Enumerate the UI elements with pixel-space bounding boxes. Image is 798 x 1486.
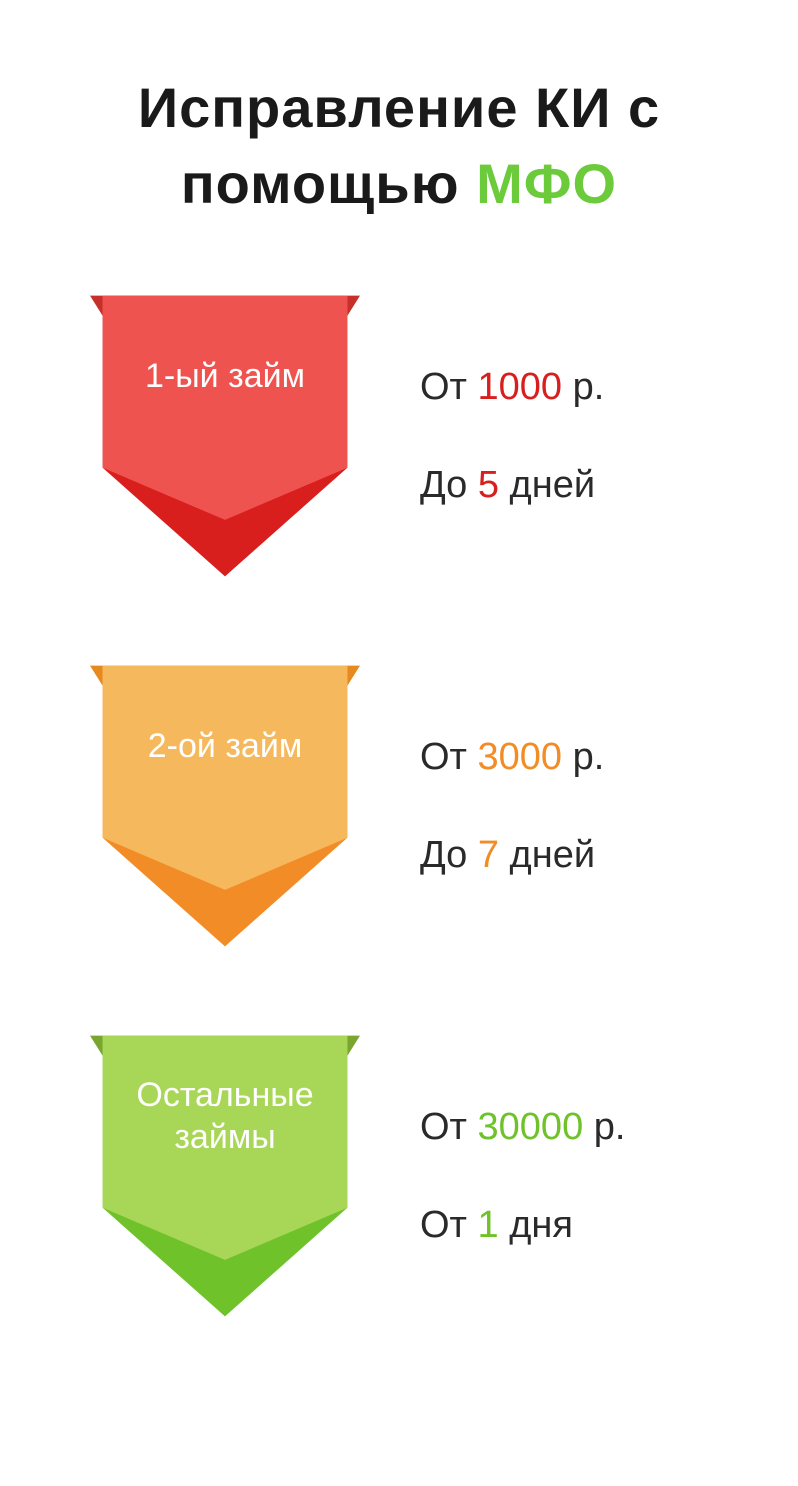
- term-value: 5: [478, 464, 499, 506]
- title-line2b: МФО: [476, 152, 617, 215]
- step-label-text: Остальные займы: [108, 1074, 342, 1159]
- step-amount: От 1000 р.: [420, 366, 604, 409]
- step-info: От 1000 р. До 5 дней: [360, 366, 604, 507]
- term-suffix: дней: [499, 834, 595, 876]
- term-value: 7: [478, 834, 499, 876]
- step-info: От 30000 р. От 1 дня: [360, 1106, 625, 1247]
- title-line1: Исправление КИ с: [138, 76, 660, 139]
- step-label-text: 1-ый займ: [145, 355, 305, 398]
- amount-suffix: р.: [562, 736, 604, 778]
- step-info: От 3000 р. До 7 дней: [360, 736, 604, 877]
- step-row: 2-ой займ От 3000 р. До 7 дней: [90, 621, 798, 991]
- amount-prefix: От: [420, 736, 478, 778]
- step-row: Остальные займы От 30000 р. От 1 дня: [90, 991, 798, 1361]
- term-prefix: От: [420, 1204, 478, 1246]
- step-amount: От 30000 р.: [420, 1106, 625, 1149]
- step-label: Остальные займы: [90, 1021, 360, 1211]
- step-shield: Остальные займы: [90, 1021, 360, 1331]
- amount-value: 1000: [478, 366, 563, 408]
- step-label: 1-ый займ: [90, 281, 360, 471]
- amount-prefix: От: [420, 366, 478, 408]
- term-prefix: До: [420, 834, 478, 876]
- step-term: От 1 дня: [420, 1204, 625, 1247]
- step-label: 2-ой займ: [90, 651, 360, 841]
- term-suffix: дня: [499, 1204, 573, 1246]
- step-amount: От 3000 р.: [420, 736, 604, 779]
- term-prefix: До: [420, 464, 478, 506]
- amount-suffix: р.: [583, 1106, 625, 1148]
- amount-value: 30000: [478, 1106, 584, 1148]
- step-term: До 5 дней: [420, 464, 604, 507]
- title-line2a: помощью: [181, 152, 476, 215]
- amount-value: 3000: [478, 736, 563, 778]
- step-row: 1-ый займ От 1000 р. До 5 дней: [90, 251, 798, 621]
- steps-container: 1-ый займ От 1000 р. До 5 дней 2-ой займ…: [0, 251, 798, 1361]
- step-shield: 1-ый займ: [90, 281, 360, 591]
- page-title: Исправление КИ с помощью МФО: [0, 0, 798, 251]
- amount-suffix: р.: [562, 366, 604, 408]
- term-value: 1: [478, 1204, 499, 1246]
- step-term: До 7 дней: [420, 834, 604, 877]
- term-suffix: дней: [499, 464, 595, 506]
- step-shield: 2-ой займ: [90, 651, 360, 961]
- step-label-text: 2-ой займ: [148, 725, 302, 768]
- amount-prefix: От: [420, 1106, 478, 1148]
